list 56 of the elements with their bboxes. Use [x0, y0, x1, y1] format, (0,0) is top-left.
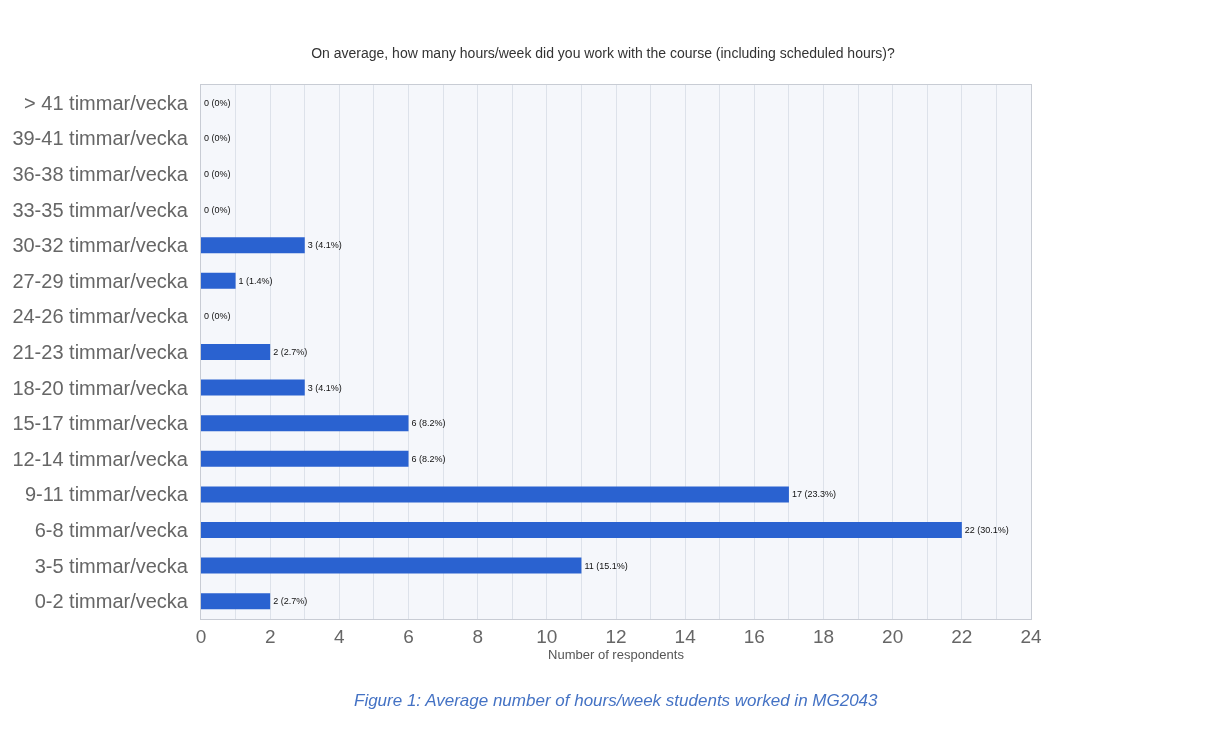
bar — [201, 593, 271, 610]
x-axis-title: Number of respondents — [548, 646, 685, 662]
bar — [201, 486, 789, 503]
bar — [201, 272, 236, 289]
data-label: 0 (0%) — [204, 133, 231, 144]
x-tick-label: 20 — [882, 625, 904, 647]
y-tick-label: 30-32 timmar/vecka — [12, 234, 189, 257]
data-label: 0 (0%) — [204, 204, 231, 215]
y-tick-label: 12-14 timmar/vecka — [12, 447, 189, 470]
data-label: 22 (30.1%) — [964, 525, 1009, 535]
bar — [201, 379, 305, 396]
data-label: 11 (15.1%) — [584, 560, 628, 571]
x-tick-label: 24 — [1020, 625, 1042, 647]
data-label: 0 (0%) — [204, 97, 231, 108]
x-tick-label: 10 — [536, 625, 558, 647]
data-label: 17 (23.3%) — [791, 489, 836, 500]
y-tick-label: 21-23 timmar/vecka — [12, 341, 189, 363]
x-tick-label: 8 — [472, 625, 483, 647]
data-label: 3 (4.1%) — [307, 382, 342, 393]
bar — [201, 343, 271, 361]
y-tick-label: 36-38 timmar/vecka — [12, 163, 189, 185]
data-label: 1 (1.4%) — [238, 275, 273, 286]
data-label: 3 (4.1%) — [307, 240, 342, 251]
data-label: 6 (8.2%) — [411, 418, 446, 429]
y-tick-label: 3-5 timmar/vecka — [34, 554, 189, 577]
y-tick-label: 18-20 timmar/vecka — [12, 376, 189, 399]
x-tick-label: 14 — [674, 625, 697, 647]
bar — [201, 521, 962, 539]
y-tick-label: > 41 timmar/vecka — [24, 91, 189, 114]
chart-title: On average, how many hours/week did you work with the course (including scheduled hours)? — [311, 45, 896, 62]
x-tick-label: 4 — [334, 625, 346, 647]
x-tick-label: 12 — [605, 625, 627, 647]
y-tick-label: 15-17 timmar/vecka — [12, 412, 189, 435]
data-label: 2 (2.7%) — [273, 347, 308, 357]
bar — [201, 415, 409, 432]
x-tick-label: 22 — [951, 625, 973, 647]
data-label: 2 (2.7%) — [273, 596, 308, 607]
y-tick-label: 24-26 timmar/vecka — [12, 305, 189, 328]
data-label: 0 (0%) — [204, 169, 231, 179]
data-label: 6 (8.2%) — [411, 453, 446, 464]
x-tick-label: 18 — [812, 625, 835, 647]
y-tick-label: 6-8 timmar/vecka — [34, 519, 189, 541]
y-tick-label: 27-29 timmar/vecka — [12, 269, 189, 292]
caption: Figure 1: Average number of hours/week students worked in MG2043 — [354, 691, 879, 710]
x-tick-label: 16 — [743, 625, 765, 647]
x-tick-label: 0 — [195, 625, 207, 647]
bar — [201, 237, 305, 254]
x-tick-label: 2 — [264, 625, 276, 647]
y-tick-label: 39-41 timmar/vecka — [12, 127, 189, 150]
data-label: 0 (0%) — [204, 311, 231, 322]
y-tick-label: 0-2 timmar/vecka — [34, 590, 189, 613]
x-tick-label: 6 — [403, 625, 414, 647]
y-tick-label: 9-11 timmar/vecka — [24, 483, 189, 506]
y-tick-label: 33-35 timmar/vecka — [12, 198, 189, 221]
bar — [201, 450, 409, 467]
bar — [201, 557, 582, 574]
